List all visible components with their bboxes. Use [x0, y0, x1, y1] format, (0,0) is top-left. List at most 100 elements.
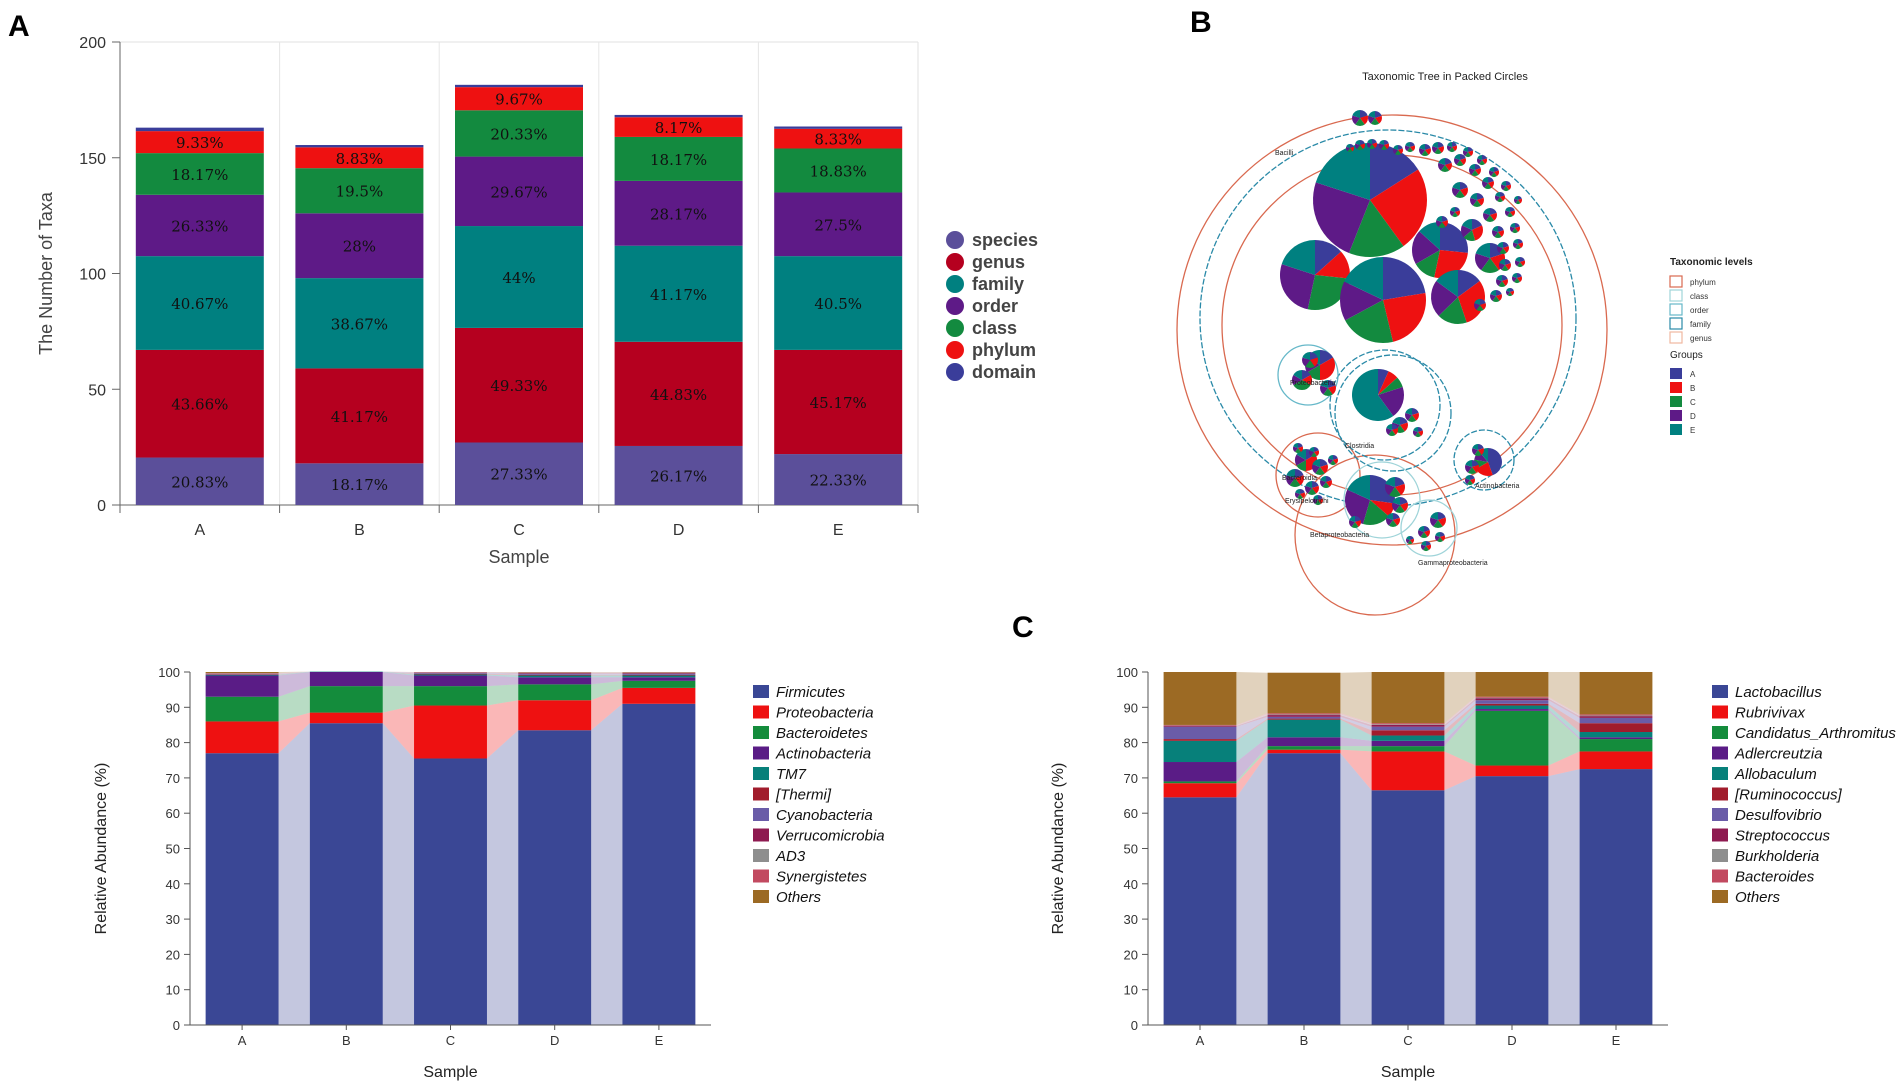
- bar-family-e: [774, 256, 903, 350]
- data-label: 18.17%: [171, 166, 228, 184]
- pie-slice: [1379, 140, 1384, 145]
- legend-label-genus: genus: [972, 252, 1025, 272]
- pie-slice: [1413, 427, 1418, 432]
- bar-bacteroidetes-b: [309, 686, 383, 713]
- pie-slice: [1378, 369, 1389, 395]
- pie-slice: [1517, 276, 1522, 283]
- flow-verrucomicrobia: [382, 671, 415, 674]
- bar-family-b: [295, 278, 424, 369]
- pie-slice: [1490, 208, 1497, 215]
- pie-slice: [1431, 281, 1458, 316]
- bar-tm7-a: [205, 674, 279, 676]
- pie-slice: [1452, 145, 1457, 152]
- pie-slice: [1472, 225, 1483, 241]
- pie-slice: [1514, 278, 1520, 283]
- pie-slice: [1476, 305, 1484, 311]
- pie-node-77: [1465, 475, 1475, 486]
- flow-thermi: [278, 671, 310, 675]
- pie-slice: [1286, 469, 1295, 478]
- legend-swatch-burkholderia: [1712, 849, 1728, 862]
- pie-slice: [1435, 532, 1440, 537]
- flow-streptococcus: [1236, 715, 1268, 727]
- legend-label-ruminococcus: [Ruminococcus]: [1734, 787, 1843, 804]
- pie-node-2: [1340, 257, 1426, 343]
- legend-label-phylum: phylum: [972, 340, 1036, 360]
- pie-slice: [1482, 181, 1488, 188]
- pie-slice: [1436, 270, 1458, 297]
- pie-slice: [1472, 464, 1479, 473]
- pie-slice: [1389, 487, 1401, 497]
- legend-label-firmicutes: Firmicutes: [776, 684, 846, 701]
- pie-slice: [1305, 485, 1312, 494]
- pie-slice: [1370, 475, 1395, 504]
- data-label: 20.83%: [171, 473, 228, 491]
- pie-slice: [1393, 513, 1400, 520]
- pie-slice: [1491, 172, 1497, 177]
- data-label: 41.17%: [331, 408, 388, 426]
- pie-slice: [1458, 270, 1480, 297]
- bar-genus-e: [774, 349, 903, 455]
- pie-slice: [1499, 259, 1505, 265]
- data-label: 9.33%: [176, 134, 224, 152]
- pie-slice: [1494, 167, 1499, 172]
- legend-label-domain: domain: [972, 362, 1036, 382]
- flow-bacteroides: [1236, 713, 1268, 726]
- pie-slice: [1480, 303, 1486, 310]
- bar-firmicutes-a: [205, 753, 279, 1025]
- bar-species-b: [295, 463, 424, 505]
- pie-node-27: [1477, 155, 1487, 165]
- pie-slice: [1515, 260, 1520, 267]
- flow-ad3: [382, 671, 415, 673]
- bar-candidatus-arthromitus-d: [1475, 710, 1549, 766]
- flow-streptococcus: [1340, 715, 1372, 727]
- pie-slice: [1346, 146, 1350, 152]
- bar-bacteroidetes-e: [622, 680, 696, 688]
- pie-slice: [1398, 145, 1403, 150]
- pie-slice: [1320, 357, 1335, 380]
- bar-others-c: [1371, 672, 1445, 724]
- pie-slice: [1483, 208, 1490, 215]
- flow-cyanobacteria: [382, 671, 415, 674]
- pie-slice: [1340, 281, 1383, 321]
- pie-slice: [1421, 541, 1426, 546]
- bar-lactobacillus-d: [1475, 776, 1549, 1025]
- legend-label-synergistetes: Synergistetes: [776, 869, 867, 886]
- pie-slice: [1400, 417, 1408, 425]
- pie-slice: [1393, 148, 1398, 155]
- pie-slice: [1392, 497, 1400, 505]
- pie-slice: [1450, 210, 1455, 217]
- pie-node-55: [1286, 469, 1304, 487]
- pie-slice: [1417, 530, 1424, 537]
- pie-slice: [1445, 162, 1452, 171]
- flow-tm7: [591, 675, 623, 678]
- flow-burkholderia: [1236, 714, 1268, 727]
- flow-tm7: [278, 671, 310, 676]
- flow-rubrivivax: [1236, 749, 1268, 798]
- pie-slice: [1501, 181, 1506, 186]
- pie-slice: [1400, 497, 1408, 505]
- pie-slice: [1489, 167, 1494, 172]
- pie-node-32: [1393, 145, 1404, 156]
- flow-desulfovibrio: [1444, 700, 1476, 731]
- pie-slice: [1370, 500, 1395, 517]
- pie-slice: [1405, 412, 1412, 421]
- bar-bacteroidetes-d: [518, 684, 592, 701]
- pie-slice: [1300, 492, 1305, 499]
- pie-slice: [1406, 536, 1410, 540]
- pie-slice: [1309, 447, 1314, 452]
- flow-bacteroides: [1444, 696, 1476, 725]
- legend-label-lactobacillus: Lactobacillus: [1735, 684, 1822, 701]
- pie-slice: [1430, 512, 1438, 520]
- pie-slice: [1315, 467, 1325, 475]
- legend-group-label-b: B: [1690, 384, 1695, 393]
- bar-adlercreutzia-b: [1267, 737, 1341, 747]
- node-label-betaproteobacteria: Betaproteobacteria: [1310, 532, 1369, 539]
- pie-node-3: [1412, 222, 1468, 278]
- pie-slice: [1349, 516, 1355, 522]
- chart-c-genus-abundance: 0 10 20 30 40 50 60 70 80 90 100 A B C D E Sample Relativ…: [1050, 665, 1896, 1081]
- bar-order-c: [455, 156, 583, 227]
- pie-slice: [1378, 386, 1404, 417]
- flow-candidatus-arthromitus: [1340, 746, 1372, 752]
- pie-node-34: [1512, 273, 1522, 283]
- pie-slice: [1291, 375, 1302, 385]
